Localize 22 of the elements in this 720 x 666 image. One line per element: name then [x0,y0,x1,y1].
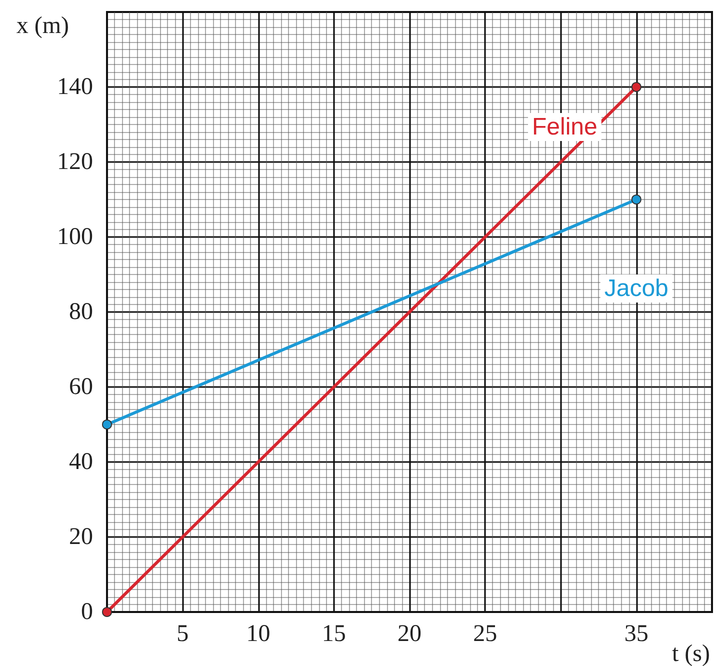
x-tick-label: 5 [176,621,189,647]
y-tick-label: 0 [81,599,93,625]
point [102,420,112,430]
x-tick-label: 20 [398,621,422,647]
point [102,607,112,617]
x-tick-label: 15 [322,621,346,647]
y-tick-label: 120 [57,149,93,175]
y-tick-label: 100 [57,224,93,250]
y-axis-title: x (m) [16,13,69,39]
y-tick-label: 20 [69,524,93,550]
text: Jacob [604,275,668,302]
y-tick-label: 140 [57,74,93,100]
point [631,194,642,204]
x-tick-label: 10 [246,621,270,647]
x-tick-label: 25 [473,621,498,647]
series-label: Feline [532,114,598,140]
y-tick-label: 40 [69,449,93,475]
y-tick-label: 80 [69,299,93,325]
x-axis-title: t (s) [672,641,710,666]
y-tick-label: 60 [69,374,93,400]
point [631,82,642,92]
x-tick-label: 35 [624,621,648,647]
